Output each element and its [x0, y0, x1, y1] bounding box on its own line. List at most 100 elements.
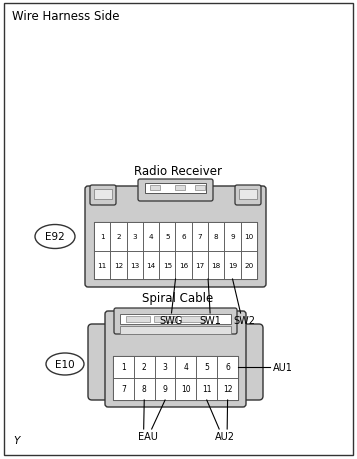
Bar: [143, 251, 159, 280]
Bar: [176, 356, 196, 378]
Text: 14: 14: [146, 262, 156, 268]
Text: 8: 8: [142, 385, 147, 394]
Text: 8: 8: [214, 234, 218, 240]
FancyBboxPatch shape: [138, 179, 213, 202]
Text: E92: E92: [45, 232, 65, 242]
FancyBboxPatch shape: [85, 187, 266, 287]
Text: E10: E10: [55, 359, 75, 369]
Text: 10: 10: [181, 385, 191, 394]
Text: SW1: SW1: [199, 315, 221, 325]
Text: 7: 7: [121, 385, 126, 394]
Text: 2: 2: [142, 363, 147, 372]
Bar: [113, 378, 134, 400]
Text: 5: 5: [165, 234, 170, 240]
Bar: [94, 251, 110, 280]
Bar: [239, 190, 257, 200]
Text: 1: 1: [121, 363, 126, 372]
FancyBboxPatch shape: [235, 185, 261, 206]
Bar: [208, 251, 225, 280]
Bar: [113, 356, 134, 378]
Bar: [120, 314, 231, 325]
Text: 6: 6: [225, 363, 230, 372]
Bar: [241, 223, 257, 251]
Bar: [134, 378, 155, 400]
Bar: [181, 316, 205, 322]
FancyBboxPatch shape: [88, 325, 112, 400]
Text: 7: 7: [198, 234, 202, 240]
Bar: [196, 378, 217, 400]
Bar: [217, 356, 238, 378]
Text: AU2: AU2: [215, 431, 235, 441]
Text: 20: 20: [244, 262, 253, 268]
Bar: [155, 356, 176, 378]
Bar: [94, 223, 257, 280]
Bar: [175, 185, 185, 190]
Text: 10: 10: [244, 234, 253, 240]
Text: 15: 15: [163, 262, 172, 268]
Bar: [126, 316, 150, 322]
FancyBboxPatch shape: [239, 325, 263, 400]
Text: 12: 12: [223, 385, 232, 394]
Bar: [110, 223, 127, 251]
Text: 9: 9: [163, 385, 167, 394]
FancyBboxPatch shape: [4, 4, 353, 455]
FancyBboxPatch shape: [105, 311, 246, 407]
Bar: [192, 223, 208, 251]
Bar: [143, 223, 159, 251]
Text: 11: 11: [202, 385, 211, 394]
Bar: [127, 223, 143, 251]
Text: 12: 12: [114, 262, 123, 268]
Bar: [208, 223, 225, 251]
Text: 1: 1: [100, 234, 105, 240]
Bar: [145, 184, 206, 194]
Bar: [110, 251, 127, 280]
Text: 4: 4: [149, 234, 154, 240]
Text: 3: 3: [132, 234, 137, 240]
Bar: [120, 326, 231, 334]
Text: SW2: SW2: [233, 315, 256, 325]
Text: 5: 5: [204, 363, 209, 372]
Bar: [94, 223, 110, 251]
FancyBboxPatch shape: [114, 308, 237, 334]
FancyBboxPatch shape: [90, 185, 116, 206]
Text: Spiral Cable: Spiral Cable: [142, 291, 213, 304]
Text: 3: 3: [163, 363, 167, 372]
Bar: [192, 251, 208, 280]
Bar: [176, 223, 192, 251]
Bar: [196, 356, 217, 378]
Text: 17: 17: [195, 262, 205, 268]
Text: Radio Receiver: Radio Receiver: [134, 165, 222, 178]
Bar: [159, 223, 176, 251]
Text: EAU: EAU: [138, 431, 157, 441]
Text: Wire Harness Side: Wire Harness Side: [12, 10, 120, 23]
Bar: [159, 251, 176, 280]
Text: SWG: SWG: [160, 315, 183, 325]
Bar: [241, 251, 257, 280]
Bar: [154, 316, 177, 322]
Ellipse shape: [35, 225, 75, 249]
Bar: [155, 378, 176, 400]
Text: 2: 2: [116, 234, 121, 240]
Bar: [94, 190, 112, 200]
Text: 11: 11: [97, 262, 107, 268]
Text: Y: Y: [13, 435, 19, 445]
Text: 4: 4: [183, 363, 188, 372]
Text: 18: 18: [212, 262, 221, 268]
Text: 9: 9: [230, 234, 235, 240]
Text: 6: 6: [181, 234, 186, 240]
Bar: [150, 185, 160, 190]
Bar: [113, 356, 238, 400]
Bar: [225, 223, 241, 251]
Bar: [217, 378, 238, 400]
Text: 13: 13: [130, 262, 139, 268]
Text: AU1: AU1: [273, 362, 293, 372]
Bar: [176, 378, 196, 400]
Bar: [225, 251, 241, 280]
Bar: [176, 251, 192, 280]
Bar: [195, 185, 205, 190]
Text: 16: 16: [179, 262, 188, 268]
Bar: [134, 356, 155, 378]
Bar: [127, 251, 143, 280]
Text: 19: 19: [228, 262, 237, 268]
Ellipse shape: [46, 353, 84, 375]
